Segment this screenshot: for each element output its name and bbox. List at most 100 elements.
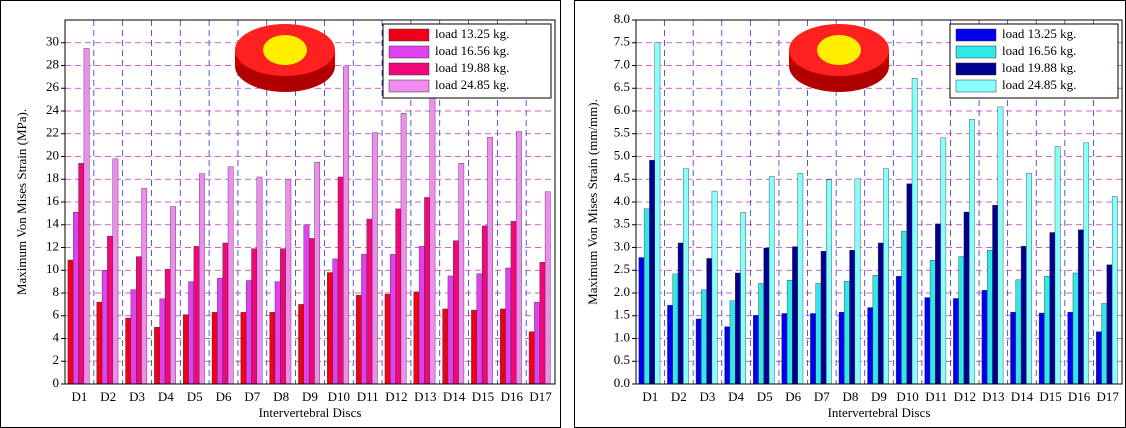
bar: [170, 206, 176, 385]
bar: [303, 224, 310, 385]
y-tick-label: 26: [46, 79, 60, 94]
bar: [849, 250, 856, 385]
x-tick-label: D10: [896, 389, 918, 404]
y-tick-label: 10: [46, 261, 59, 276]
x-tick-label: D6: [216, 389, 232, 404]
x-tick-label: D4: [158, 389, 174, 404]
bar: [500, 308, 506, 385]
bar: [677, 242, 684, 385]
y-tick-label: 7.0: [614, 56, 630, 71]
y-tick-label: 2: [53, 352, 60, 367]
y-tick-label: 28: [46, 56, 59, 71]
bar: [815, 283, 822, 385]
bar: [429, 94, 436, 385]
x-tick-label: D15: [472, 389, 494, 404]
bar: [992, 204, 999, 385]
x-tick-label: D11: [925, 389, 947, 404]
legend-swatch: [955, 79, 997, 93]
bar: [935, 223, 941, 385]
y-tick-label: 3.0: [614, 238, 630, 253]
bar: [1106, 264, 1113, 385]
y-tick-label: 30: [46, 34, 59, 49]
y-tick-label: 24: [46, 102, 60, 117]
bar: [1015, 279, 1022, 385]
bar: [895, 275, 902, 385]
legend-label: load 16.56 kg.: [1002, 43, 1076, 58]
legend-label: load 19.88 kg.: [1002, 60, 1076, 75]
bar: [442, 308, 449, 385]
bar: [343, 66, 349, 385]
bar: [107, 235, 113, 385]
x-tick-label: D13: [414, 389, 436, 404]
bar: [763, 247, 770, 385]
bar: [188, 281, 195, 385]
x-tick-label: D1: [71, 389, 87, 404]
disc-icon: [817, 35, 861, 65]
bar: [534, 301, 540, 385]
bar: [987, 250, 993, 385]
bar: [877, 242, 884, 385]
x-tick-label: D14: [1011, 389, 1034, 404]
bar: [1026, 173, 1032, 385]
bar: [251, 248, 258, 385]
bar: [1044, 275, 1050, 385]
disc-icon: [263, 35, 307, 65]
bar: [471, 309, 477, 385]
legend-label: load 24.85 kg.: [1002, 77, 1076, 92]
bar: [83, 48, 90, 385]
bar: [838, 311, 845, 385]
bar: [810, 313, 816, 385]
bar: [332, 258, 339, 385]
x-tick-label: D10: [328, 389, 350, 404]
legend-swatch: [388, 79, 430, 93]
bar: [706, 258, 713, 385]
bar: [544, 191, 551, 385]
bar: [872, 275, 879, 385]
bar: [1054, 146, 1061, 385]
y-axis-title: Maximum Von Mises Strain (MPa).: [14, 109, 29, 295]
bar: [211, 312, 218, 385]
bar: [792, 246, 798, 385]
bar: [453, 240, 459, 385]
bar: [337, 176, 344, 385]
bar: [327, 272, 333, 385]
bar: [867, 307, 874, 385]
y-tick-label: 2.5: [614, 261, 630, 276]
y-tick-label: 0.0: [614, 375, 630, 390]
x-tick-label: D8: [842, 389, 858, 404]
bar: [447, 275, 454, 385]
x-tick-label: D7: [814, 389, 830, 404]
bar: [854, 178, 861, 385]
legend-swatch: [388, 28, 430, 42]
bar: [786, 280, 793, 385]
bar: [96, 301, 103, 385]
bar: [826, 179, 832, 385]
bar: [911, 78, 918, 385]
bar: [953, 298, 959, 385]
bar: [724, 326, 731, 385]
bar: [820, 250, 827, 385]
bar: [1111, 196, 1118, 385]
bar: [256, 176, 263, 385]
bar: [481, 225, 488, 385]
y-axis-title: Maximum Von Mises Strain (mm/mm).: [585, 99, 600, 305]
bar: [672, 273, 679, 385]
bar: [1020, 245, 1027, 385]
bar: [958, 256, 965, 385]
x-tick-label: D17: [1097, 389, 1120, 404]
bar: [245, 280, 252, 385]
bar: [735, 272, 741, 385]
x-tick-label: D1: [642, 389, 658, 404]
bar: [963, 211, 970, 385]
legend-swatch: [955, 62, 997, 76]
y-tick-label: 6: [53, 307, 60, 322]
x-tick-label: D8: [273, 389, 289, 404]
legend-label: load 19.88 kg.: [435, 60, 509, 75]
x-tick-label: D6: [785, 389, 801, 404]
x-tick-label: D14: [443, 389, 466, 404]
bar: [1072, 272, 1079, 385]
bar: [781, 313, 788, 385]
bar: [193, 246, 200, 385]
bar: [418, 246, 425, 385]
bar: [355, 295, 362, 385]
